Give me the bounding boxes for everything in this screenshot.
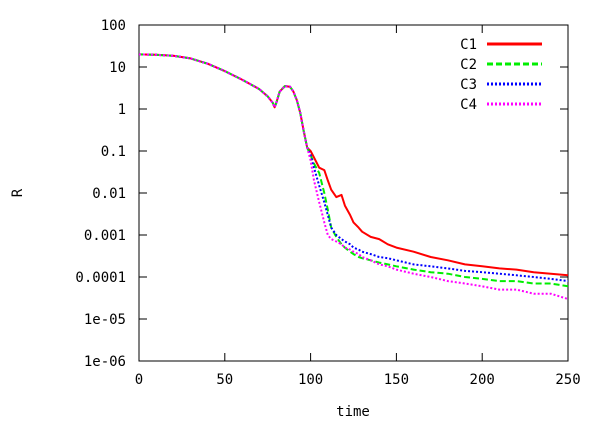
legend: C1 C2 C3 C4 [460, 37, 542, 113]
series-line-c2 [139, 53, 568, 288]
y-tick-label: 0.001 [84, 228, 126, 244]
legend-label-c2: C2 [460, 57, 477, 73]
y-tick-label: 10 [109, 60, 126, 76]
y-tick-label: 0.0001 [75, 270, 126, 286]
y-tick-label: 0.1 [101, 144, 126, 160]
y-tick-label: 1e-06 [84, 354, 126, 370]
x-tick-label: 150 [384, 372, 409, 388]
y-tick-label: 1 [118, 102, 126, 118]
x-axis-label: time [336, 404, 370, 420]
y-axis-label: R [10, 188, 26, 197]
plot-frame [138, 24, 569, 362]
x-tick-label: 200 [470, 372, 495, 388]
x-tick-label: 100 [298, 372, 323, 388]
legend-label-c3: C3 [460, 77, 477, 93]
series-line-c4 [139, 53, 568, 300]
x-tick-label: 250 [555, 372, 580, 388]
y-tick-label: 100 [101, 18, 126, 34]
y-tick-label: 1e-05 [84, 312, 126, 328]
legend-label-c4: C4 [460, 97, 477, 113]
series-line-c3 [139, 53, 568, 283]
legend-label-c1: C1 [460, 37, 477, 53]
x-tick-label: 50 [216, 372, 233, 388]
y-tick-label: 0.01 [92, 186, 126, 202]
series-line-c1 [139, 53, 568, 277]
x-tick-label: 0 [135, 372, 143, 388]
ticks-layer: 0 50 100 150 200 250 100 10 1 0.1 0.01 0.001 0.0001 1… [75, 18, 580, 388]
series-layer [139, 53, 568, 300]
